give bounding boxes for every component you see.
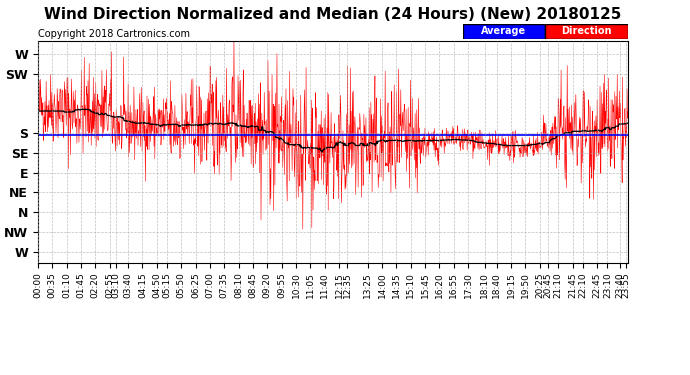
Title: Wind Direction Normalized and Median (24 Hours) (New) 20180125: Wind Direction Normalized and Median (24… bbox=[44, 8, 622, 22]
Text: Copyright 2018 Cartronics.com: Copyright 2018 Cartronics.com bbox=[38, 29, 190, 39]
